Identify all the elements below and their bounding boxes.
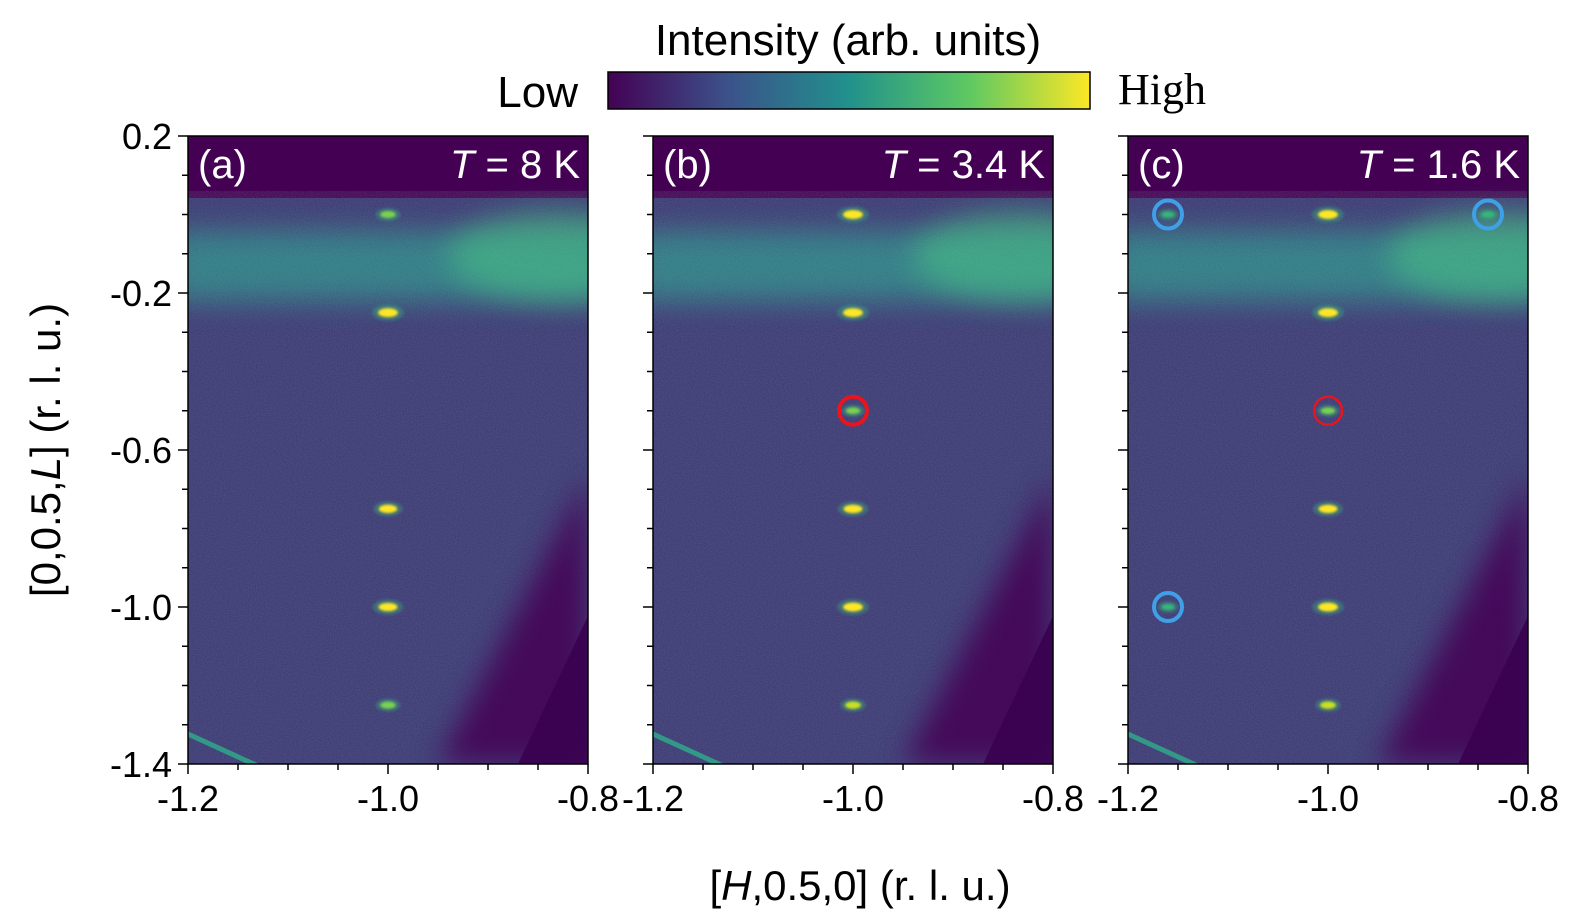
- x-tick-label: -1.0: [1297, 778, 1359, 819]
- panel-label: (a): [198, 143, 247, 187]
- panel-label: (b): [663, 143, 712, 187]
- panel-b: (b) T = 3.4 K -1.2 -1.0 -0.8: [622, 135, 1084, 819]
- top-dark-band: [1128, 136, 1528, 198]
- bragg-peak: [843, 504, 863, 514]
- bragg-peak: [1318, 504, 1338, 514]
- bragg-peak: [1320, 701, 1336, 709]
- panels: (a) T = 8 K -1.2 -1.0 -0.8 0.2 -0.2 -0.6 -1.0 -1.…: [110, 116, 1559, 819]
- y-axis-label: [0,0.5,L] (r. l. u.): [22, 303, 69, 597]
- x-tick-label: -1.2: [157, 778, 219, 819]
- temperature-label: T = 1.6 K: [1357, 143, 1521, 187]
- top-dark-band: [188, 136, 588, 198]
- x-tick-label: -0.8: [1497, 778, 1559, 819]
- bragg-peak: [845, 701, 861, 709]
- x-tick-label: -0.8: [557, 778, 619, 819]
- powder-streak: [653, 731, 725, 764]
- x-axis-label: [H,0.5,0] (r. l. u.): [709, 862, 1010, 909]
- panel-c: (c) T = 1.6 K -1.2 -1.0 -0.8: [1097, 135, 1559, 819]
- bragg-peak: [843, 210, 863, 219]
- temperature-label: T = 3.4 K: [882, 143, 1046, 187]
- colorbar-title: Intensity (arb. units): [655, 16, 1041, 65]
- x-tick-label: -1.2: [1097, 778, 1159, 819]
- bragg-peak: [1161, 603, 1175, 611]
- dark-wedge: [903, 476, 1053, 764]
- bragg-peak: [378, 308, 398, 318]
- y-tick-label: -1.4: [110, 744, 172, 785]
- bragg-peak: [380, 701, 396, 709]
- colorbar: [607, 71, 1091, 110]
- bragg-peak: [380, 210, 396, 219]
- bragg-peak: [1318, 308, 1338, 318]
- bragg-peak: [378, 504, 398, 514]
- peak-marker-circle: [837, 394, 869, 427]
- peak-marker-circle: [1472, 198, 1504, 231]
- bragg-peak: [1318, 210, 1338, 219]
- top-dark-band: [653, 136, 1053, 198]
- bragg-peak: [1161, 211, 1175, 218]
- bragg-peak: [1320, 407, 1336, 415]
- powder-streak: [188, 731, 260, 764]
- x-tick-label: -1.0: [357, 778, 419, 819]
- x-tick-label: -1.2: [622, 778, 684, 819]
- panel-a: (a) T = 8 K -1.2 -1.0 -0.8 0.2 -0.2 -0.6 -1.0 -1.…: [110, 116, 619, 819]
- y-tick-label: -0.6: [110, 430, 172, 471]
- dark-wedge: [1378, 476, 1528, 764]
- bragg-peak: [843, 602, 863, 612]
- y-tick-label: -1.0: [110, 587, 172, 628]
- panel-label: (c): [1138, 143, 1185, 187]
- colorbar-high-label: High: [1118, 65, 1206, 114]
- bragg-peak: [843, 308, 863, 318]
- powder-streak: [1128, 731, 1200, 764]
- bragg-peak: [1481, 211, 1495, 218]
- temperature-label: T = 8 K: [450, 143, 580, 187]
- y-tick-label: 0.2: [122, 116, 172, 157]
- y-tick-label: -0.2: [110, 273, 172, 314]
- peak-marker-circle: [1152, 198, 1184, 231]
- dark-wedge: [438, 476, 588, 764]
- bragg-peak: [378, 602, 398, 612]
- x-tick-label: -0.8: [1022, 778, 1084, 819]
- bragg-peak: [1318, 602, 1338, 612]
- x-tick-label: -1.0: [822, 778, 884, 819]
- bragg-peak: [845, 407, 861, 415]
- peak-marker-circle: [1152, 591, 1184, 623]
- peak-marker-circle: [1312, 395, 1344, 426]
- colorbar-low-label: Low: [497, 68, 578, 117]
